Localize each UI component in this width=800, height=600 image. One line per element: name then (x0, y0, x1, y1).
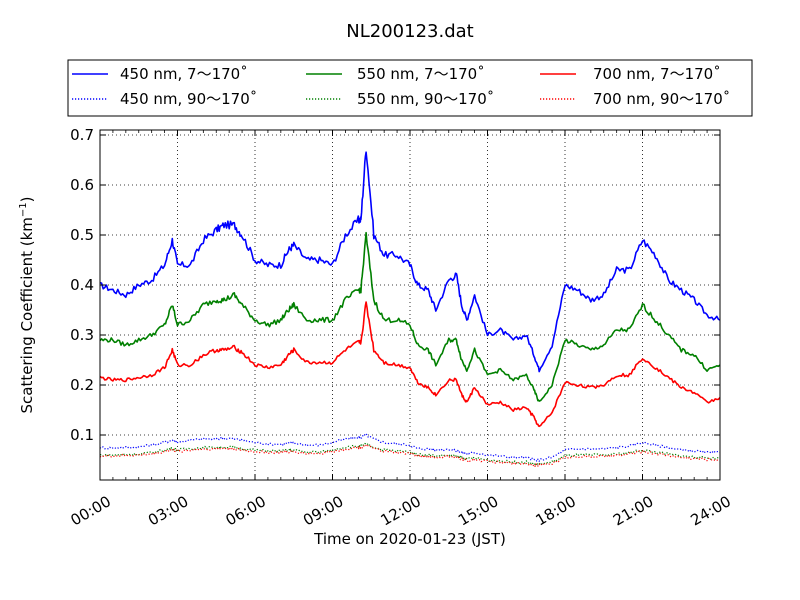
y-axis-label-main: Scattering Coefficient (km (18, 217, 36, 413)
series-line (99, 301, 721, 428)
x-tick-label: 00:00 (68, 492, 114, 529)
series-line (99, 442, 721, 466)
y-axis-label: Scattering Coefficient (km−1) (18, 196, 36, 413)
y-tick-label: 0.6 (70, 176, 94, 194)
y-tick-label: 0.1 (70, 426, 94, 444)
x-tick-label: 09:00 (300, 492, 346, 529)
legend-label: 450 nm, 7～170˚ (120, 65, 248, 83)
series-line (99, 433, 721, 462)
x-tick-label: 21:00 (610, 492, 656, 529)
y-axis-label-close: ) (18, 196, 36, 202)
series-layer (99, 151, 721, 467)
legend-label: 700 nm, 7～170˚ (593, 65, 721, 83)
series-line (99, 151, 721, 373)
legend-label: 450 nm, 90～170˚ (120, 90, 257, 108)
y-tick-label: 0.3 (70, 326, 94, 344)
x-tick-label: 12:00 (378, 492, 424, 529)
grid (100, 130, 720, 480)
chart-title: NL200123.dat (346, 21, 473, 42)
x-tick-label: 15:00 (455, 492, 501, 529)
y-tick-label: 0.4 (70, 276, 94, 294)
plot-background (100, 130, 720, 480)
plot-area: 00:00 03:00 06:00 09:00 12:00 15:00 18:00 21:00… (68, 126, 734, 529)
y-axis-label-exponent: −1 (18, 202, 29, 217)
x-tick-label: 18:00 (533, 492, 579, 529)
series-line (99, 231, 721, 402)
x-tick-label: 24:00 (688, 492, 734, 529)
legend-label: 550 nm, 7～170˚ (357, 65, 485, 83)
legend-label: 700 nm, 90～170˚ (593, 90, 730, 108)
x-tick-label: 03:00 (145, 492, 191, 529)
y-tick-label: 0.7 (70, 126, 94, 144)
y-tick-label: 0.2 (70, 376, 94, 394)
legend: 450 nm, 7～170˚ 450 nm, 90～170˚ 550 nm, 7～1… (67, 59, 753, 117)
series-line (99, 444, 721, 467)
legend-label: 550 nm, 90～170˚ (357, 90, 494, 108)
y-tick-label: 0.5 (70, 226, 94, 244)
x-tick-label: 06:00 (223, 492, 269, 529)
legend-frame (67, 59, 753, 117)
x-axis-label: Time on 2020-01-23 (JST) (313, 530, 506, 548)
